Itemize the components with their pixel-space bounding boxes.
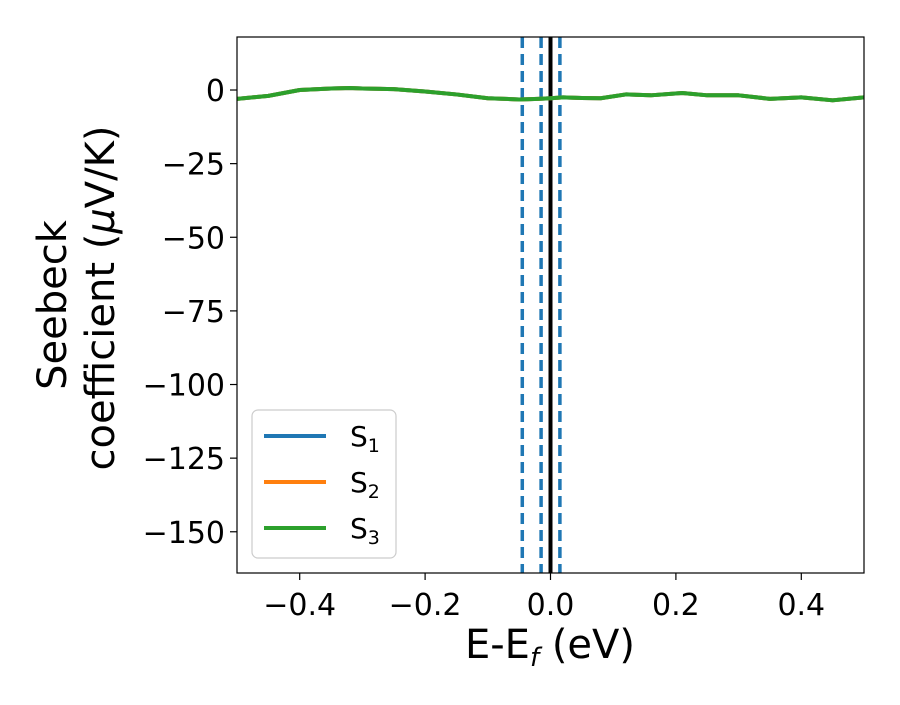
x-tick-label: −0.2 (389, 588, 462, 623)
x-tick-label: 0.4 (777, 588, 825, 623)
x-tick-label: 0.2 (652, 588, 700, 623)
y-axis-label-line2-main: coefficient ( (78, 234, 124, 471)
y-axis-label-line1: Seebeck (30, 219, 76, 390)
y-tick-label: −50 (162, 221, 225, 256)
y-tick-label: 0 (206, 74, 225, 109)
series-line-s3 (237, 85, 864, 103)
y-tick-label: −100 (143, 369, 225, 404)
x-tick-label: 0.0 (527, 588, 575, 623)
x-axis-label-main: E-E (465, 622, 530, 668)
legend-label-s1: S1 (350, 420, 380, 457)
plot-area (236, 36, 865, 574)
y-axis-label-mu: μ (78, 208, 124, 234)
legend-label-s2: S2 (350, 466, 380, 503)
y-axis-label-line2: coefficient (μV/K) (78, 126, 124, 471)
y-axis-label-2: coefficient (μV/K) (78, 126, 124, 471)
y-tick-label: −25 (162, 148, 225, 183)
y-tick-label: −125 (143, 442, 225, 477)
y-axis-label: Seebeck (30, 219, 76, 390)
plot-content (237, 37, 864, 573)
legend-items: S1 S2 S3 (264, 420, 380, 549)
y-axis-label-line2-tail: V/K) (78, 126, 124, 209)
axis-ticks: −0.4 −0.2 0.0 0.2 0.4 0 −25 −50 −75 −100 −125 −150 (143, 74, 826, 623)
y-tick-label: −75 (162, 295, 225, 330)
legend-label-s3: S3 (350, 512, 380, 549)
legend: S1 S2 S3 (251, 409, 397, 559)
x-axis-label-tail: (eV) (539, 622, 635, 668)
y-tick-label: −150 (143, 516, 225, 551)
x-axis-label: E-Ef (eV) (465, 622, 635, 673)
x-tick-label: −0.4 (263, 588, 336, 623)
